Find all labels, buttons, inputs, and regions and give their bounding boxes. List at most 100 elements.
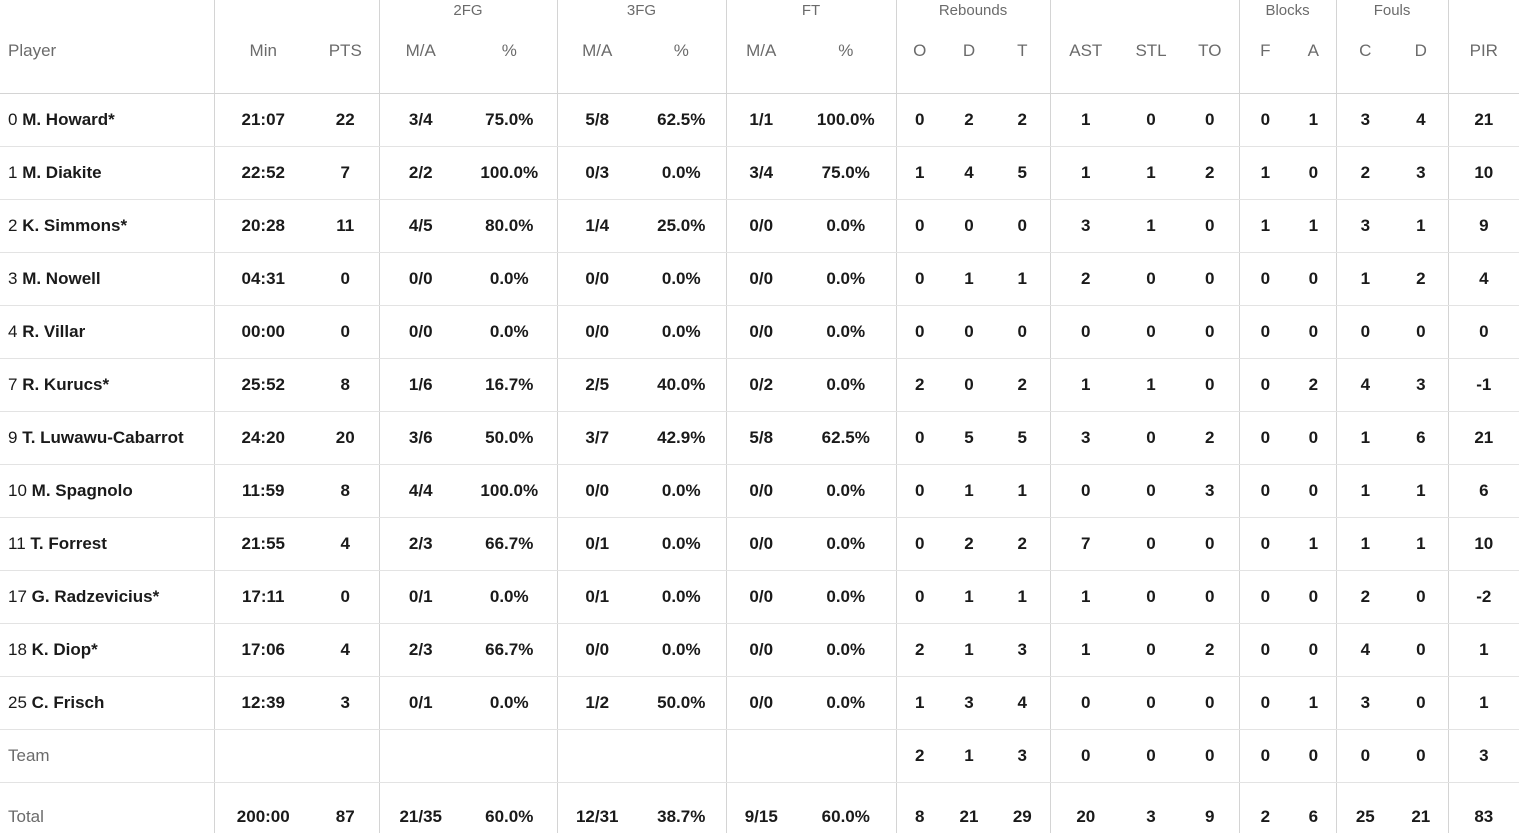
cell-ft-made-attempted: 1/1 bbox=[726, 94, 796, 147]
cell-points: 8 bbox=[312, 359, 379, 412]
player-name[interactable]: M. Diakite bbox=[22, 163, 101, 182]
cell-blocks-against: 0 bbox=[1291, 253, 1336, 306]
cell-ft-percent: 0.0% bbox=[796, 253, 896, 306]
cell-player[interactable]: 25 C. Frisch bbox=[0, 677, 214, 730]
cell-3fg-percent: 0.0% bbox=[637, 624, 726, 677]
group-spacer bbox=[1448, 0, 1519, 27]
cell-player[interactable]: 7 R. Kurucs* bbox=[0, 359, 214, 412]
cell-steals: 0 bbox=[1121, 465, 1181, 518]
cell-minutes: 17:11 bbox=[214, 571, 312, 624]
cell-assists: 1 bbox=[1050, 359, 1121, 412]
cell-ft-percent: 0.0% bbox=[796, 624, 896, 677]
cell-steals: 0 bbox=[1121, 677, 1181, 730]
cell-ft-made-attempted: 0/0 bbox=[726, 306, 796, 359]
col-header-blk-a: A bbox=[1291, 27, 1336, 94]
cell-assists: 1 bbox=[1050, 624, 1121, 677]
cell-points: 0 bbox=[312, 306, 379, 359]
cell-turnovers: 3 bbox=[1181, 465, 1239, 518]
player-number: 4 bbox=[8, 322, 17, 341]
cell-3fg-percent: 0.0% bbox=[637, 147, 726, 200]
col-header-stl: STL bbox=[1121, 27, 1181, 94]
cell-2fg-made-attempted bbox=[379, 730, 462, 783]
player-name[interactable]: M. Howard* bbox=[22, 110, 115, 129]
cell-points: 20 bbox=[312, 412, 379, 465]
cell-2fg-made-attempted: 4/4 bbox=[379, 465, 462, 518]
cell-rebounds-total: 1 bbox=[995, 253, 1050, 306]
cell-rebounds-offensive: 2 bbox=[896, 730, 943, 783]
cell-blocks-against: 0 bbox=[1291, 147, 1336, 200]
cell-steals: 0 bbox=[1121, 253, 1181, 306]
cell-player[interactable]: 10 M. Spagnolo bbox=[0, 465, 214, 518]
cell-blocks-for: 0 bbox=[1239, 253, 1291, 306]
cell-3fg-percent: 0.0% bbox=[637, 465, 726, 518]
cell-player[interactable]: 9 T. Luwawu-Cabarrot bbox=[0, 412, 214, 465]
cell-2fg-made-attempted: 4/5 bbox=[379, 200, 462, 253]
cell-ft-percent: 0.0% bbox=[796, 465, 896, 518]
cell-2fg-made-attempted: 3/6 bbox=[379, 412, 462, 465]
cell-blocks-against: 1 bbox=[1291, 200, 1336, 253]
player-name[interactable]: C. Frisch bbox=[32, 693, 105, 712]
player-name[interactable]: R. Kurucs* bbox=[22, 375, 109, 394]
cell-2fg-percent: 16.7% bbox=[462, 359, 557, 412]
col-header-reb-o: O bbox=[896, 27, 943, 94]
cell-3fg-percent bbox=[637, 730, 726, 783]
cell-pir: 0 bbox=[1448, 306, 1519, 359]
player-name[interactable]: T. Luwawu-Cabarrot bbox=[22, 428, 184, 447]
group-spacer bbox=[0, 0, 214, 27]
cell-steals: 0 bbox=[1121, 730, 1181, 783]
cell-2fg-made-attempted: 0/0 bbox=[379, 306, 462, 359]
cell-player[interactable]: 3 M. Nowell bbox=[0, 253, 214, 306]
cell-player[interactable]: 0 M. Howard* bbox=[0, 94, 214, 147]
player-number: 0 bbox=[8, 110, 17, 129]
player-name[interactable]: K. Simmons* bbox=[22, 216, 127, 235]
cell-3fg-percent: 0.0% bbox=[637, 306, 726, 359]
cell-player[interactable]: 4 R. Villar bbox=[0, 306, 214, 359]
cell-2fg-made-attempted: 3/4 bbox=[379, 94, 462, 147]
cell-points: 11 bbox=[312, 200, 379, 253]
cell-ft-percent: 62.5% bbox=[796, 412, 896, 465]
cell-turnovers: 2 bbox=[1181, 624, 1239, 677]
col-header-player: Player bbox=[0, 27, 214, 94]
cell-assists: 0 bbox=[1050, 306, 1121, 359]
cell-ft-percent: 0.0% bbox=[796, 677, 896, 730]
col-header-3fg-pct: % bbox=[637, 27, 726, 94]
cell-rebounds-total: 0 bbox=[995, 200, 1050, 253]
cell-player[interactable]: 11 T. Forrest bbox=[0, 518, 214, 571]
player-number: 17 bbox=[8, 587, 27, 606]
cell-player[interactable]: 1 M. Diakite bbox=[0, 147, 214, 200]
cell-assists: 3 bbox=[1050, 200, 1121, 253]
cell-pir: 1 bbox=[1448, 677, 1519, 730]
cell-player[interactable]: 18 K. Diop* bbox=[0, 624, 214, 677]
player-name[interactable]: R. Villar bbox=[22, 322, 85, 341]
cell-minutes: 21:55 bbox=[214, 518, 312, 571]
cell-fouls-drawn: 1 bbox=[1394, 465, 1448, 518]
cell-blocks-for: 0 bbox=[1239, 571, 1291, 624]
group-fouls: Fouls bbox=[1336, 0, 1448, 27]
player-name[interactable]: M. Nowell bbox=[22, 269, 100, 288]
cell-rebounds-defensive: 1 bbox=[943, 624, 995, 677]
cell-3fg-percent: 38.7% bbox=[637, 783, 726, 833]
cell-ft-percent: 0.0% bbox=[796, 200, 896, 253]
player-name[interactable]: G. Radzevicius* bbox=[32, 587, 160, 606]
cell-rebounds-defensive: 0 bbox=[943, 200, 995, 253]
cell-2fg-made-attempted: 0/1 bbox=[379, 571, 462, 624]
player-name[interactable]: T. Forrest bbox=[30, 534, 107, 553]
cell-rebounds-offensive: 1 bbox=[896, 147, 943, 200]
player-name[interactable]: K. Diop* bbox=[32, 640, 98, 659]
cell-rebounds-total: 5 bbox=[995, 412, 1050, 465]
cell-blocks-against: 2 bbox=[1291, 359, 1336, 412]
cell-player[interactable]: 17 G. Radzevicius* bbox=[0, 571, 214, 624]
col-header-to: TO bbox=[1181, 27, 1239, 94]
cell-3fg-made-attempted bbox=[557, 730, 637, 783]
cell-3fg-made-attempted: 12/31 bbox=[557, 783, 637, 833]
cell-player[interactable]: 2 K. Simmons* bbox=[0, 200, 214, 253]
player-name[interactable]: M. Spagnolo bbox=[32, 481, 133, 500]
cell-rebounds-offensive: 0 bbox=[896, 200, 943, 253]
cell-assists: 1 bbox=[1050, 147, 1121, 200]
col-header-reb-d: D bbox=[943, 27, 995, 94]
col-header-pts: PTS bbox=[312, 27, 379, 94]
col-header-3fg-ma: M/A bbox=[557, 27, 637, 94]
cell-rebounds-defensive: 0 bbox=[943, 359, 995, 412]
